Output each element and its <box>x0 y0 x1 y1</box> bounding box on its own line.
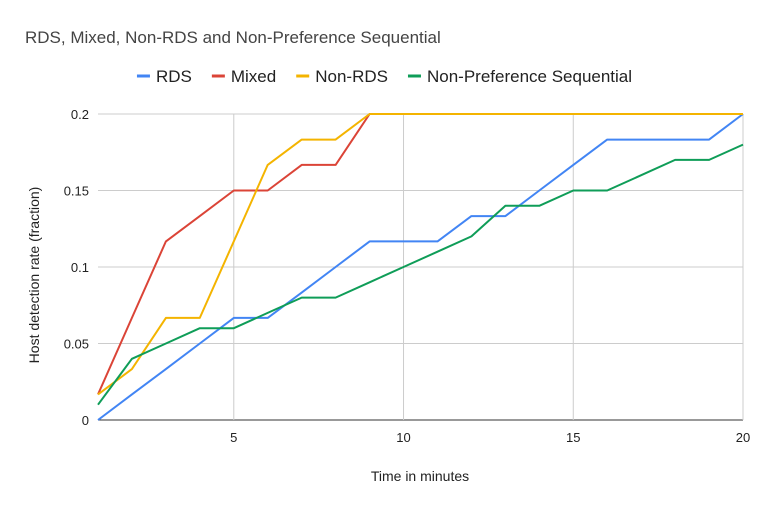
legend-label: Non-Preference Sequential <box>427 67 632 86</box>
x-tick-label: 10 <box>396 430 410 445</box>
series-line-non-rds <box>97 113 743 396</box>
series-line-rds <box>97 113 744 421</box>
legend-item: RDS <box>136 67 192 86</box>
legend-label: Non-RDS <box>315 67 388 86</box>
chart-title: RDS, Mixed, Non-RDS and Non-Preference S… <box>25 28 441 47</box>
x-tick-label: 15 <box>566 430 580 445</box>
legend-item: Non-RDS <box>296 67 388 86</box>
y-axis-ticks: 0 0.05 0.1 0.15 0.2 <box>64 107 89 428</box>
y-tick-label: 0.1 <box>71 260 89 275</box>
y-tick-label: 0.2 <box>71 107 89 122</box>
x-tick-label: 5 <box>230 430 237 445</box>
legend-item: Mixed <box>211 67 276 86</box>
y-tick-label: 0.15 <box>64 184 89 199</box>
legend-item: Non-Preference Sequential <box>407 67 632 86</box>
y-tick-label: 0.05 <box>64 337 89 352</box>
series-lines <box>97 113 744 421</box>
legend-label: Mixed <box>231 67 276 86</box>
x-axis-ticks: 5 10 15 20 <box>230 430 750 445</box>
series-line-mixed <box>97 113 743 395</box>
y-axis-title: Host detection rate (fraction) <box>26 187 42 364</box>
x-tick-label: 20 <box>736 430 750 445</box>
x-axis-title: Time in minutes <box>371 468 469 484</box>
series-line-non-preference-sequential <box>97 143 744 406</box>
y-tick-label: 0 <box>82 413 89 428</box>
legend: RDS Mixed Non-RDS Non-Preference Sequential <box>136 67 632 86</box>
gridlines <box>98 113 744 421</box>
legend-label: RDS <box>156 67 192 86</box>
